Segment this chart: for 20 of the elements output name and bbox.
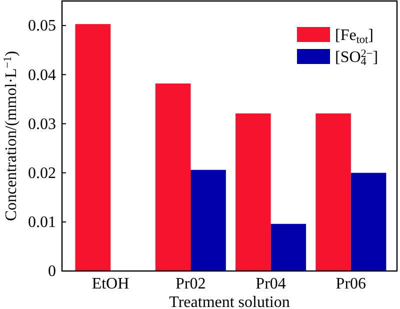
- bar: [350, 172, 386, 271]
- bar: [75, 24, 110, 271]
- y-tick-label: 0.04: [28, 66, 56, 84]
- x-tick-label: Pr02: [176, 275, 206, 292]
- bar: [155, 83, 191, 271]
- bar: [190, 170, 226, 271]
- legend-label: [Fe$_{tot}$]: [335, 27, 374, 46]
- x-axis-title: Treatment solution: [169, 294, 290, 309]
- y-tick-label: 0: [48, 263, 56, 280]
- y-tick-label: 0.02: [28, 164, 56, 182]
- bar: [236, 113, 271, 271]
- legend-label: [SO$_{4}$$^{2−}$]: [335, 48, 378, 68]
- y-tick-label: 0.01: [28, 214, 56, 232]
- bar: [270, 224, 306, 271]
- x-tick-label: Pr06: [336, 275, 366, 292]
- x-tick-label: Pr04: [256, 275, 286, 292]
- bar: [316, 113, 351, 271]
- y-tick-label: 0.03: [28, 116, 56, 133]
- x-tick-label: EtOH: [92, 275, 130, 292]
- y-tick-label: 0.05: [28, 18, 56, 35]
